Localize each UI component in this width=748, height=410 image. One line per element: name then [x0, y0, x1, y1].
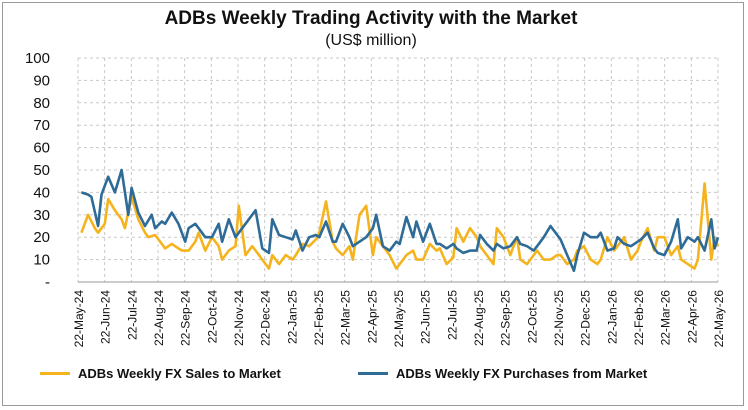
legend-item-sales: ADBs Weekly FX Sales to Market	[40, 366, 281, 381]
x-tick-label: 22-Feb-26	[632, 290, 646, 346]
y-tick-label: 70	[33, 117, 50, 134]
x-tick-label: 22-Jan-26	[605, 290, 619, 344]
series-line-purchases	[80, 168, 720, 273]
x-tick-label: 22-May-26	[712, 290, 726, 348]
chart-title: ADBs Weekly Trading Activity with the Ma…	[164, 8, 578, 29]
x-tick-label: 22-Mar-26	[659, 290, 673, 346]
legend-swatch-sales	[40, 372, 70, 375]
x-tick-label: 22-Sep-24	[179, 290, 193, 346]
x-tick-label: 22-Jun-25	[419, 290, 433, 344]
x-tick-label: 22-Apr-26	[685, 290, 699, 344]
legend-swatch-purchases	[358, 372, 388, 375]
y-tick-label: 100	[25, 50, 50, 67]
x-tick-label: 22-Jul-24	[125, 290, 139, 340]
x-tick-label: 22-May-24	[72, 290, 86, 348]
legend-label-purchases: ADBs Weekly FX Purchases from Market	[396, 366, 648, 381]
y-tick-label: 30	[33, 207, 50, 224]
x-tick-label: 22-Dec-24	[259, 290, 273, 346]
y-tick-label: 60	[33, 140, 50, 157]
series-line-sales	[80, 182, 720, 270]
x-tick-label: 22-Dec-25	[579, 290, 593, 346]
x-tick-label: 22-Oct-25	[525, 290, 539, 344]
y-tick-label: 90	[33, 72, 50, 89]
x-tick-label: 22-Jan-25	[285, 290, 299, 344]
x-tick-label: 22-Jun-24	[99, 290, 113, 344]
y-tick-label: 50	[33, 162, 50, 179]
legend-item-purchases: ADBs Weekly FX Purchases from Market	[358, 366, 647, 381]
x-tick-label: 22-Nov-24	[232, 290, 246, 346]
legend-label-sales: ADBs Weekly FX Sales to Market	[78, 366, 281, 381]
x-tick-label: 22-Feb-25	[312, 290, 326, 346]
x-tick-label: 22-Apr-25	[365, 290, 379, 344]
y-tick-label: 20	[33, 229, 50, 246]
x-tick-label: 22-Aug-24	[152, 290, 166, 346]
x-tick-label: 22-May-25	[392, 290, 406, 348]
x-tick-label: 22-Nov-25	[552, 290, 566, 346]
y-tick-label: 40	[33, 184, 50, 201]
chart-subtitle: (US$ million)	[325, 32, 417, 49]
y-tick-label: 10	[33, 252, 50, 269]
x-tick-label: 22-Jul-25	[445, 290, 459, 340]
x-tick-label: 22-Mar-25	[339, 290, 353, 346]
x-tick-label: 22-Aug-25	[472, 290, 486, 346]
y-tick-label: -	[45, 274, 50, 291]
x-tick-label: 22-Sep-25	[499, 290, 513, 346]
x-tick-label: 22-Oct-24	[205, 290, 219, 344]
y-tick-label: 80	[33, 95, 50, 112]
